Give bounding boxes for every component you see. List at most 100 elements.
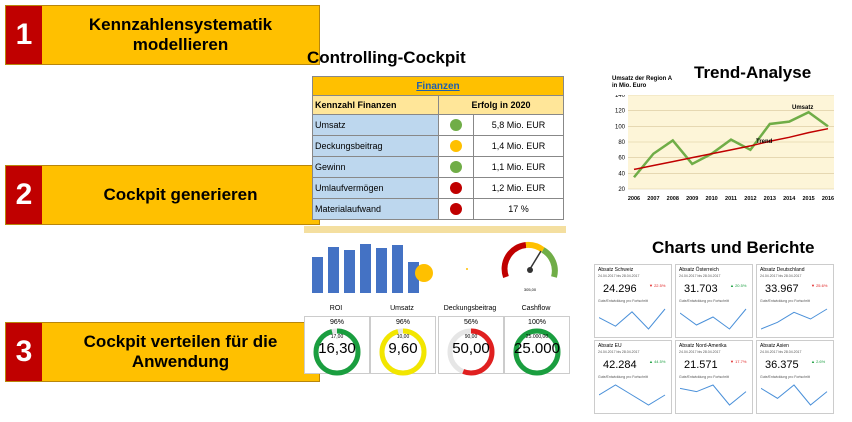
report-tile: Absatz Asien 24.04.2017 bis 28.04.2017 36.… [756, 340, 834, 414]
trend-ytick: 20 [618, 187, 625, 193]
step-1-number: 1 [6, 6, 42, 64]
trend-xtick: 2011 [725, 196, 737, 202]
finance-status-cell [439, 178, 474, 198]
status-indicator-icon [450, 182, 462, 194]
step-3-number: 3 [6, 323, 42, 381]
report-sparkline [680, 384, 747, 406]
trend-xtick: 2012 [744, 196, 756, 202]
report-sparkline [761, 384, 828, 406]
trend-ytick: 100 [615, 124, 626, 130]
report-change: ▲ 20.5% [730, 283, 747, 288]
kpi-percent: 56% [463, 319, 478, 326]
dashboard-status-dot [415, 264, 433, 282]
report-tile: Absatz Deutschland 24.04.2017 bis 28.04.2… [756, 264, 834, 338]
report-date: 24.04.2017 bis 28.04.2017 [598, 274, 640, 278]
report-value: 33.967 [765, 283, 799, 295]
report-value: 36.375 [765, 359, 799, 371]
kpi-card: 100% 25.000,00 25.000 [504, 316, 570, 376]
status-indicator-icon [450, 203, 462, 215]
kpi-card: 96% 17,00 16,30 [304, 316, 370, 376]
report-note: Gute/Entwicklung pro Fortschritt [679, 299, 729, 303]
report-change: ▼ 25.6% [811, 283, 828, 288]
finance-col2-header: Erfolg in 2020 [471, 100, 531, 110]
finance-title-link[interactable]: Finanzen [416, 80, 460, 92]
finance-row-value: 5,8 Mio. EUR [491, 120, 546, 130]
cockpit-heading: Controlling-Cockpit [307, 48, 466, 67]
report-value: 42.284 [603, 359, 637, 371]
finance-table-title: Finanzen [313, 77, 563, 96]
trend-chart: 20 40 60 80 100 120 140 2006 2007 2008 2009 2010 20… [615, 95, 834, 202]
trend-ytick: 120 [615, 109, 626, 115]
report-change: ▼ 22.5% [649, 283, 666, 288]
trend-heading: Trend-Analyse [694, 63, 812, 82]
finance-row: Gewinn 1,1 Mio. EUR [313, 157, 563, 178]
report-date: 24.04.2017 bis 28.04.2017 [760, 274, 802, 278]
report-title: Absatz Schweiz [598, 267, 634, 273]
kpi-title: ROI [329, 305, 343, 312]
trend-xtick: 2007 [647, 196, 659, 202]
finance-row-label: Umsatz [313, 115, 439, 135]
step-3-label: Cockpit verteilen für die Anwendung [42, 323, 319, 381]
finance-status-cell [439, 136, 474, 156]
report-sparkline [599, 384, 666, 406]
kpi-title: Cashflow [521, 305, 551, 312]
trend-xtick: 2016 [822, 196, 834, 202]
kpi-value: 50,00 [452, 340, 490, 357]
report-value: 21.571 [684, 359, 718, 371]
kpi-value: 16,30 [318, 340, 356, 357]
charts-heading: Charts und Berichte [652, 238, 815, 257]
report-date: 24.04.2017 bis 28.04.2017 [679, 350, 721, 354]
kpi-target: 17,00 [330, 334, 344, 340]
dashboard-bar [408, 262, 419, 293]
trend-xtick: 2013 [764, 196, 776, 202]
report-change: ▼ 17.7% [730, 359, 747, 364]
finance-status-cell [439, 199, 474, 219]
trend-trend-line [633, 127, 829, 171]
finance-row-label: Materialaufwand [313, 199, 439, 219]
finance-row-value: 1,1 Mio. EUR [491, 162, 546, 172]
dashboard-chart-area: 305,00 [312, 241, 558, 293]
step-2-number: 2 [6, 166, 42, 224]
report-title: Absatz EU [598, 343, 622, 349]
trend-xtick: 2009 [686, 196, 698, 202]
dashboard-bar [392, 245, 403, 293]
dashboard-bar [328, 247, 339, 293]
report-tile: Absatz Österreich 24.04.2017 bis 28.04.20… [675, 264, 753, 338]
trend-umsatz-line [633, 110, 829, 179]
trend-ylabel-line2: in Mio. Euro [612, 83, 647, 89]
step-1-label: Kennzahlensystematik modellieren [42, 6, 319, 64]
dashboard-bar [312, 257, 323, 293]
kpi-ring [379, 328, 427, 376]
kpi-value: 9,60 [388, 340, 418, 357]
report-note: Gute/Entwicklung pro Fortschritt [598, 299, 648, 303]
trend-ytick: 80 [618, 140, 625, 146]
kpi-percent: 100% [528, 319, 546, 326]
report-note: Gute/Entwicklung pro Fortschritt [679, 375, 729, 379]
report-sparkline [599, 308, 666, 330]
report-change: ▲ 2.6% [811, 359, 826, 364]
trend-trend-label: Trend [756, 139, 773, 145]
step-1: 1 Kennzahlensystematik modellieren [5, 5, 320, 65]
trend-xtick: 2010 [705, 196, 717, 202]
report-tile: Absatz Nord-Amerika 24.04.2017 bis 28.04.… [675, 340, 753, 414]
kpi-card: 96% 10,00 9,60 [370, 316, 436, 376]
trend-ylabel: Umsatz der Region A in Mio. Euro [612, 76, 672, 90]
kpi-percent: 96% [395, 319, 410, 326]
kpi-ring [447, 328, 495, 376]
report-date: 24.04.2017 bis 28.04.2017 [679, 274, 721, 278]
report-value: 24.296 [603, 283, 637, 295]
kpi-title: Umsatz [390, 305, 414, 312]
gauge-value: 305,00 [524, 287, 537, 292]
trend-xtick: 2008 [667, 196, 679, 202]
trend-ytick: 60 [618, 156, 625, 162]
report-sparkline [680, 308, 747, 330]
report-tile: Absatz EU 24.04.2017 bis 28.04.2017 42.284… [594, 340, 672, 414]
finance-table-header: Kennzahl Finanzen Erfolg in 2020 [313, 96, 563, 115]
report-sparkline [761, 308, 828, 330]
status-indicator-icon [450, 161, 462, 173]
finance-row-label: Gewinn [313, 157, 439, 177]
finance-row: Materialaufwand 17 % [313, 199, 563, 220]
dashboard-gauge [501, 241, 558, 279]
finance-status-cell [439, 157, 474, 177]
finance-status-cell [439, 115, 474, 135]
